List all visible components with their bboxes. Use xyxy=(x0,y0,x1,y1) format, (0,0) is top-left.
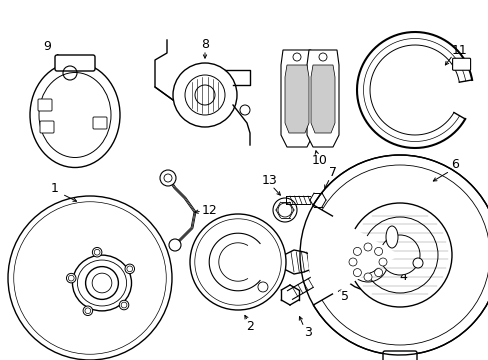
FancyBboxPatch shape xyxy=(38,99,52,111)
Circle shape xyxy=(258,282,267,292)
Circle shape xyxy=(348,258,356,266)
Polygon shape xyxy=(310,65,334,133)
Text: 13: 13 xyxy=(262,174,277,186)
Text: 8: 8 xyxy=(201,39,208,51)
Circle shape xyxy=(190,214,285,310)
FancyBboxPatch shape xyxy=(40,121,54,133)
Circle shape xyxy=(363,273,371,281)
Circle shape xyxy=(379,235,419,275)
Circle shape xyxy=(92,247,102,257)
FancyBboxPatch shape xyxy=(55,55,95,71)
Circle shape xyxy=(374,247,382,255)
Circle shape xyxy=(272,198,296,222)
Circle shape xyxy=(85,267,118,300)
Circle shape xyxy=(353,247,361,255)
Ellipse shape xyxy=(72,255,131,311)
Text: 10: 10 xyxy=(311,153,327,166)
Text: 12: 12 xyxy=(202,203,218,216)
Circle shape xyxy=(316,252,342,278)
Polygon shape xyxy=(306,50,338,147)
Text: 5: 5 xyxy=(340,291,348,303)
Text: 2: 2 xyxy=(245,320,253,333)
Ellipse shape xyxy=(385,226,397,248)
Circle shape xyxy=(8,196,172,360)
Circle shape xyxy=(347,203,451,307)
FancyBboxPatch shape xyxy=(452,58,469,70)
Circle shape xyxy=(125,264,134,274)
Circle shape xyxy=(83,306,92,315)
Circle shape xyxy=(160,170,176,186)
Ellipse shape xyxy=(77,260,126,306)
Circle shape xyxy=(339,234,395,290)
Circle shape xyxy=(363,243,371,251)
Circle shape xyxy=(169,239,181,251)
Circle shape xyxy=(353,269,361,276)
Text: 4: 4 xyxy=(398,270,406,284)
Circle shape xyxy=(347,242,387,282)
Circle shape xyxy=(309,245,349,285)
Circle shape xyxy=(119,300,128,310)
Polygon shape xyxy=(281,50,312,147)
Ellipse shape xyxy=(39,72,111,158)
Text: 9: 9 xyxy=(43,40,51,54)
Circle shape xyxy=(412,258,422,268)
Circle shape xyxy=(299,155,488,355)
Circle shape xyxy=(323,258,336,272)
Wedge shape xyxy=(307,209,399,301)
FancyBboxPatch shape xyxy=(93,117,107,129)
Circle shape xyxy=(356,251,378,273)
Circle shape xyxy=(173,63,237,127)
Text: 1: 1 xyxy=(51,181,59,194)
Circle shape xyxy=(92,273,112,293)
Text: 3: 3 xyxy=(304,327,311,339)
Ellipse shape xyxy=(30,63,120,167)
Polygon shape xyxy=(285,65,308,133)
FancyBboxPatch shape xyxy=(382,351,416,360)
Text: 6: 6 xyxy=(450,158,458,171)
Circle shape xyxy=(378,258,386,266)
Circle shape xyxy=(66,273,76,283)
Text: 7: 7 xyxy=(328,166,336,179)
Circle shape xyxy=(374,269,382,276)
Text: 11: 11 xyxy=(451,44,467,57)
